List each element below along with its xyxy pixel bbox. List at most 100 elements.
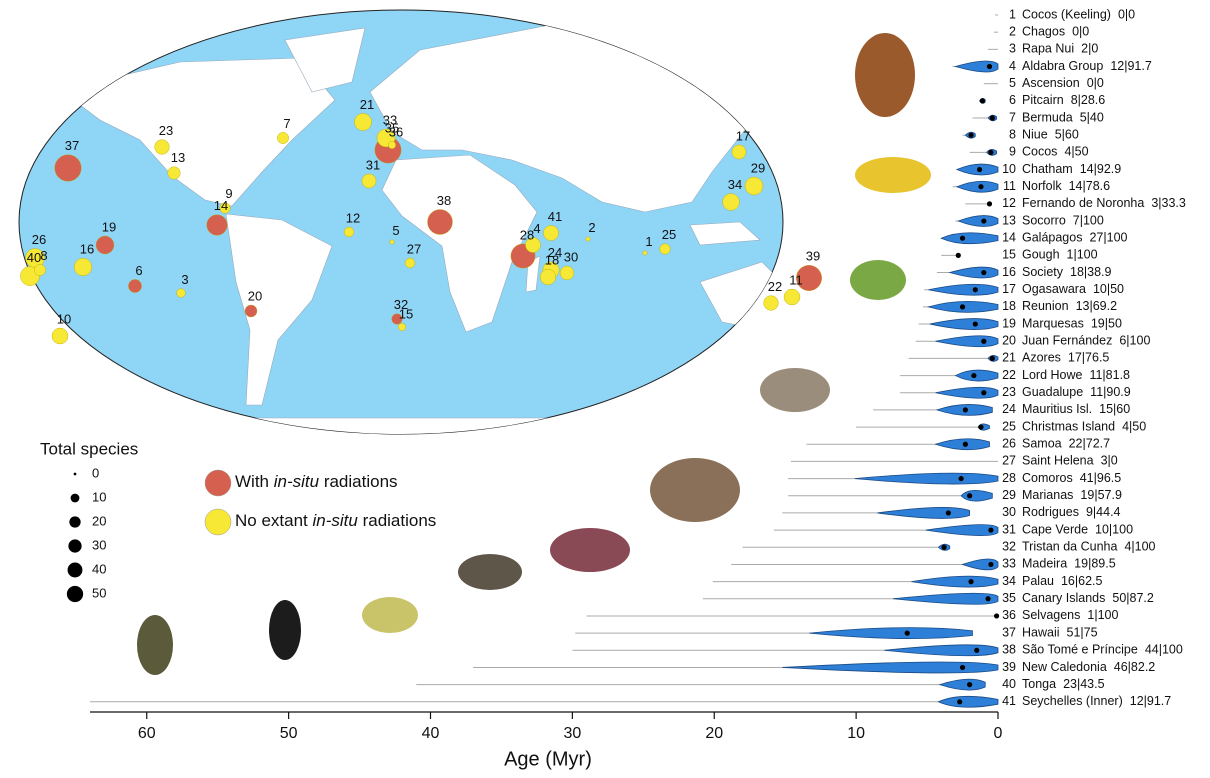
median-dot <box>981 269 987 276</box>
median-dot <box>986 63 993 70</box>
row-id: 30 <box>1002 505 1016 519</box>
row-value-label: 19|89.5 <box>1074 557 1116 571</box>
violin <box>809 627 973 639</box>
island-label: 12 <box>346 211 360 226</box>
row-name: Society <box>1022 265 1064 279</box>
row-value-label: 14|78.6 <box>1069 179 1111 193</box>
island-label: 16 <box>80 242 94 257</box>
row-name: Christmas Island <box>1022 419 1115 433</box>
size-legend-label: 50 <box>92 585 106 600</box>
median-dot <box>955 252 961 258</box>
row-value-label: 0|0 <box>1087 76 1104 90</box>
row-name: Norfolk <box>1022 179 1062 193</box>
size-legend-dot <box>73 472 77 476</box>
row-value-label: 27|100 <box>1089 231 1127 245</box>
row-name: Aldabra Group <box>1022 59 1103 73</box>
row-value-label: 13|69.2 <box>1076 299 1118 313</box>
row-name: Gough <box>1022 248 1060 262</box>
row-value-label: 23|43.5 <box>1063 677 1105 691</box>
island-label: 26 <box>32 232 46 247</box>
island-bubble <box>95 235 115 255</box>
island-bubble <box>74 258 92 276</box>
island-label: 22 <box>768 279 782 294</box>
violin <box>954 369 999 382</box>
median-dot <box>978 184 984 190</box>
row-id: 29 <box>1002 488 1016 502</box>
island-bubble <box>277 132 289 144</box>
violin <box>938 678 986 691</box>
row-value-label: 5|60 <box>1055 127 1079 141</box>
median-dot <box>962 407 968 413</box>
median-dot <box>981 218 987 224</box>
median-dot <box>957 699 963 705</box>
median-dot <box>986 201 993 207</box>
row-value-label: 4|50 <box>1122 419 1146 433</box>
row-id: 36 <box>1002 608 1016 622</box>
island-label: 39 <box>806 249 820 264</box>
island-label: 11 <box>789 272 803 287</box>
legend-text-part: in-situ <box>274 472 320 491</box>
row-id: 19 <box>1002 316 1016 330</box>
median-dot <box>941 544 947 550</box>
median-dot <box>971 372 977 379</box>
row-id: 4 <box>1009 59 1016 73</box>
island-label: 23 <box>159 123 173 138</box>
row-value-label: 4|100 <box>1124 540 1155 554</box>
island-bubble <box>219 202 231 214</box>
row-name: Fernando de Noronha <box>1022 196 1144 210</box>
island-bubble <box>361 173 377 189</box>
island-label: 27 <box>407 242 421 257</box>
row-name: Pitcairn <box>1022 93 1064 107</box>
color-legend-swatch <box>204 469 232 497</box>
median-dot <box>967 682 973 688</box>
x-tick-label: 30 <box>563 725 581 742</box>
island-label: 15 <box>399 307 413 322</box>
island-bubble <box>783 288 801 306</box>
island-bubble <box>659 243 671 255</box>
median-dot <box>989 355 995 361</box>
row-name: Ogasawara <box>1022 282 1086 296</box>
row-id: 16 <box>1002 265 1016 279</box>
island-label: 14 <box>214 198 228 213</box>
row-name: Palau <box>1022 574 1054 588</box>
island-bubble <box>427 209 453 235</box>
x-tick-label: 40 <box>422 725 440 742</box>
row-name: Marianas <box>1022 488 1073 502</box>
row-value-label: 12|91.7 <box>1110 59 1152 73</box>
row-id: 41 <box>1002 694 1016 708</box>
violin <box>937 695 999 708</box>
row-id: 15 <box>1002 248 1016 262</box>
violin <box>892 592 999 605</box>
median-dot <box>988 527 994 533</box>
median-dot <box>989 115 995 121</box>
size-legend-dot <box>70 493 80 503</box>
median-dot <box>959 664 966 671</box>
row-value-label: 14|92.9 <box>1080 162 1122 176</box>
median-dot <box>988 149 994 155</box>
x-tick-label: 0 <box>994 725 1003 742</box>
row-id: 26 <box>1002 437 1016 451</box>
legend-text-part: in-situ <box>313 511 359 530</box>
island-bubble <box>391 313 403 325</box>
row-id: 31 <box>1002 522 1016 536</box>
x-tick-label: 50 <box>280 725 298 742</box>
size-legend-label: 40 <box>92 561 106 576</box>
x-tick-label: 10 <box>847 725 865 742</box>
island-bubble <box>763 295 779 311</box>
row-name: Azores <box>1022 351 1061 365</box>
island-label: 41 <box>548 209 562 224</box>
island-bubble <box>404 257 416 269</box>
median-dot <box>993 613 1000 619</box>
violin <box>957 215 999 227</box>
row-id: 22 <box>1002 368 1016 382</box>
bird-illustrations <box>137 33 931 675</box>
violin <box>782 661 999 674</box>
violin <box>934 438 990 451</box>
island-label: 21 <box>360 97 374 112</box>
legend-text-part: No extant <box>235 511 313 530</box>
island-bubble <box>731 144 747 160</box>
row-name: Samoa <box>1022 437 1062 451</box>
row-id: 7 <box>1009 110 1016 124</box>
violin <box>854 472 999 485</box>
row-value-label: 9|44.4 <box>1086 505 1121 519</box>
